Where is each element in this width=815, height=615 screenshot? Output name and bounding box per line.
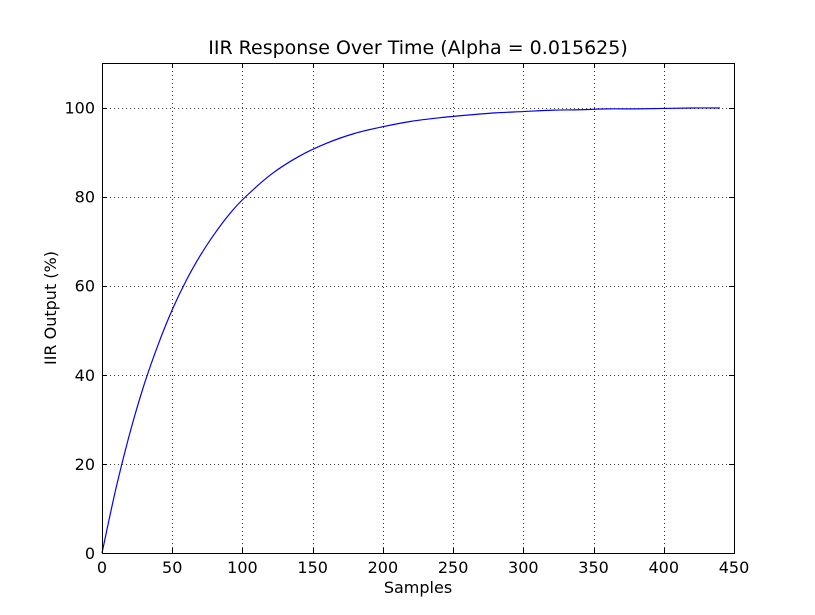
series-layer bbox=[101, 107, 720, 554]
y-tick-label: 60 bbox=[75, 277, 95, 296]
y-tick-label: 0 bbox=[85, 544, 95, 563]
grid-lines bbox=[102, 63, 734, 553]
x-tick-label: 100 bbox=[227, 558, 258, 577]
x-tick-label: 250 bbox=[438, 558, 469, 577]
x-tick-label: 200 bbox=[368, 558, 399, 577]
y-axis-title: IIR Output (%) bbox=[41, 251, 60, 365]
x-tick-label: 150 bbox=[297, 558, 328, 577]
x-tick-label: 300 bbox=[508, 558, 539, 577]
x-tick-label: 450 bbox=[719, 558, 750, 577]
x-tick-label: 400 bbox=[649, 558, 680, 577]
x-tick-label: 50 bbox=[162, 558, 182, 577]
axis-ticks: 0 50 100 150 200 250 300 350 400 450 0 20 40 60 80 100 bbox=[64, 63, 749, 577]
x-tick-label: 350 bbox=[578, 558, 609, 577]
plot-frame bbox=[102, 63, 735, 554]
y-tick-label: 100 bbox=[64, 99, 95, 118]
y-tick-label: 80 bbox=[75, 188, 95, 207]
x-tick-label: 0 bbox=[97, 558, 107, 577]
y-tick-label: 40 bbox=[75, 366, 95, 385]
y-tick-label: 20 bbox=[75, 455, 95, 474]
chart-title: IIR Response Over Time (Alpha = 0.015625… bbox=[208, 37, 628, 59]
series-line bbox=[101, 107, 720, 554]
x-axis-title: Samples bbox=[384, 578, 452, 597]
